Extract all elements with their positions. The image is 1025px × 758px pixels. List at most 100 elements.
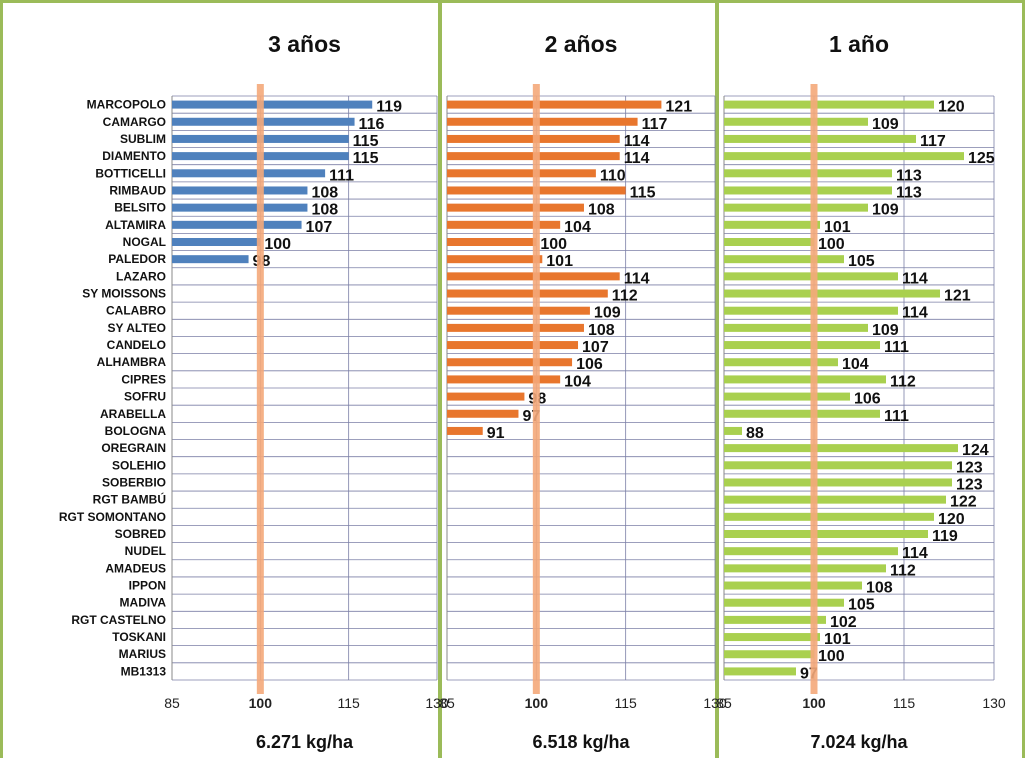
- bar: [724, 444, 958, 453]
- category-label: SOBRED: [115, 527, 167, 541]
- bar: [724, 289, 940, 298]
- bar: [724, 461, 952, 470]
- data-label: 108: [866, 580, 893, 597]
- bar: [172, 238, 261, 246]
- panel-2: 2 años1211171141141101151081041001011141…: [439, 31, 727, 752]
- panel-title: 2 años: [545, 31, 618, 57]
- data-label: 111: [884, 408, 909, 425]
- bar: [447, 306, 590, 315]
- bar: [724, 169, 892, 178]
- data-label: 106: [854, 391, 881, 408]
- category-label: MADIVA: [120, 596, 167, 610]
- data-label: 115: [353, 133, 379, 150]
- bar: [172, 100, 373, 109]
- x-tick-label: 85: [164, 695, 180, 711]
- bar: [447, 426, 483, 435]
- data-label: 102: [830, 614, 857, 631]
- x-tick-label: 100: [802, 695, 826, 711]
- x-tick-label: 130: [982, 695, 1006, 711]
- category-label: AMADEUS: [105, 561, 166, 575]
- bar: [724, 117, 868, 126]
- data-label: 114: [902, 545, 928, 562]
- bar: [447, 375, 561, 384]
- bar: [447, 117, 638, 126]
- data-label: 115: [630, 184, 656, 201]
- data-label: 120: [938, 99, 965, 116]
- data-label: 105: [848, 253, 875, 270]
- data-label: 120: [938, 511, 965, 528]
- bar: [724, 409, 880, 418]
- panel-title: 3 años: [268, 31, 341, 57]
- data-label: 109: [594, 305, 621, 322]
- data-label: 106: [576, 356, 603, 373]
- category-label: ALTAMIRA: [105, 218, 166, 232]
- bar: [724, 667, 796, 676]
- data-label: 114: [624, 270, 650, 287]
- data-label: 100: [818, 236, 845, 253]
- x-tick-label: 115: [893, 695, 916, 711]
- category-label: TOSKANI: [112, 630, 166, 644]
- data-label: 101: [546, 253, 573, 270]
- category-label: PALEDOR: [108, 252, 166, 266]
- bar: [447, 169, 596, 178]
- data-label: 111: [884, 339, 909, 356]
- data-label: 121: [665, 99, 692, 116]
- bar: [724, 564, 886, 573]
- data-label: 100: [818, 648, 845, 665]
- bar: [724, 255, 844, 264]
- data-label: 107: [306, 219, 333, 236]
- bar: [724, 203, 868, 212]
- bar: [172, 220, 302, 229]
- panel-footer: 7.024 kg/ha: [810, 732, 908, 752]
- x-tick-label: 85: [716, 695, 732, 711]
- data-label: 117: [642, 116, 668, 133]
- data-label: 100: [540, 236, 567, 253]
- data-label: 108: [588, 322, 615, 339]
- data-label: 112: [612, 288, 638, 305]
- bar: [447, 255, 543, 264]
- bar: [172, 186, 308, 195]
- category-label: ALHAMBRA: [97, 355, 167, 369]
- bar: [724, 581, 862, 590]
- data-label: 114: [902, 270, 928, 287]
- data-label: 101: [824, 631, 851, 648]
- data-label: 113: [896, 184, 922, 201]
- category-label: DIAMENTO: [102, 149, 166, 163]
- data-label: 119: [932, 528, 958, 545]
- bar: [724, 495, 946, 504]
- data-label: 112: [890, 562, 916, 579]
- bar: [724, 478, 952, 487]
- category-label: NOGAL: [123, 235, 166, 249]
- bar: [724, 530, 928, 538]
- x-tick-label: 130: [425, 695, 449, 711]
- bar: [447, 220, 561, 229]
- panel-title: 1 año: [829, 31, 889, 57]
- reference-line: [810, 84, 818, 694]
- category-label: CALABRO: [106, 304, 166, 318]
- data-label: 100: [264, 236, 291, 253]
- bar: [724, 238, 814, 246]
- bar: [447, 238, 537, 246]
- category-label: MARCOPOLO: [87, 98, 166, 112]
- reference-line: [532, 84, 540, 694]
- category-label: CAMARGO: [103, 115, 166, 129]
- bar: [724, 100, 934, 109]
- bar: [724, 650, 814, 659]
- data-label: 112: [890, 373, 916, 390]
- data-label: 123: [956, 459, 983, 476]
- category-label: BOTTICELLI: [95, 166, 166, 180]
- category-label: SOBERBIO: [102, 475, 166, 489]
- data-label: 104: [564, 219, 591, 236]
- data-label: 105: [848, 597, 875, 614]
- data-label: 116: [359, 116, 385, 133]
- category-label: SY MOISSONS: [82, 287, 166, 301]
- data-label: 109: [872, 202, 899, 219]
- data-label: 119: [376, 99, 402, 116]
- x-tick-label: 130: [703, 695, 727, 711]
- panel-footer: 6.271 kg/ha: [256, 732, 354, 752]
- bar: [724, 598, 844, 607]
- category-label: SOFRU: [124, 390, 166, 404]
- data-label: 104: [842, 356, 869, 373]
- data-label: 125: [968, 150, 995, 167]
